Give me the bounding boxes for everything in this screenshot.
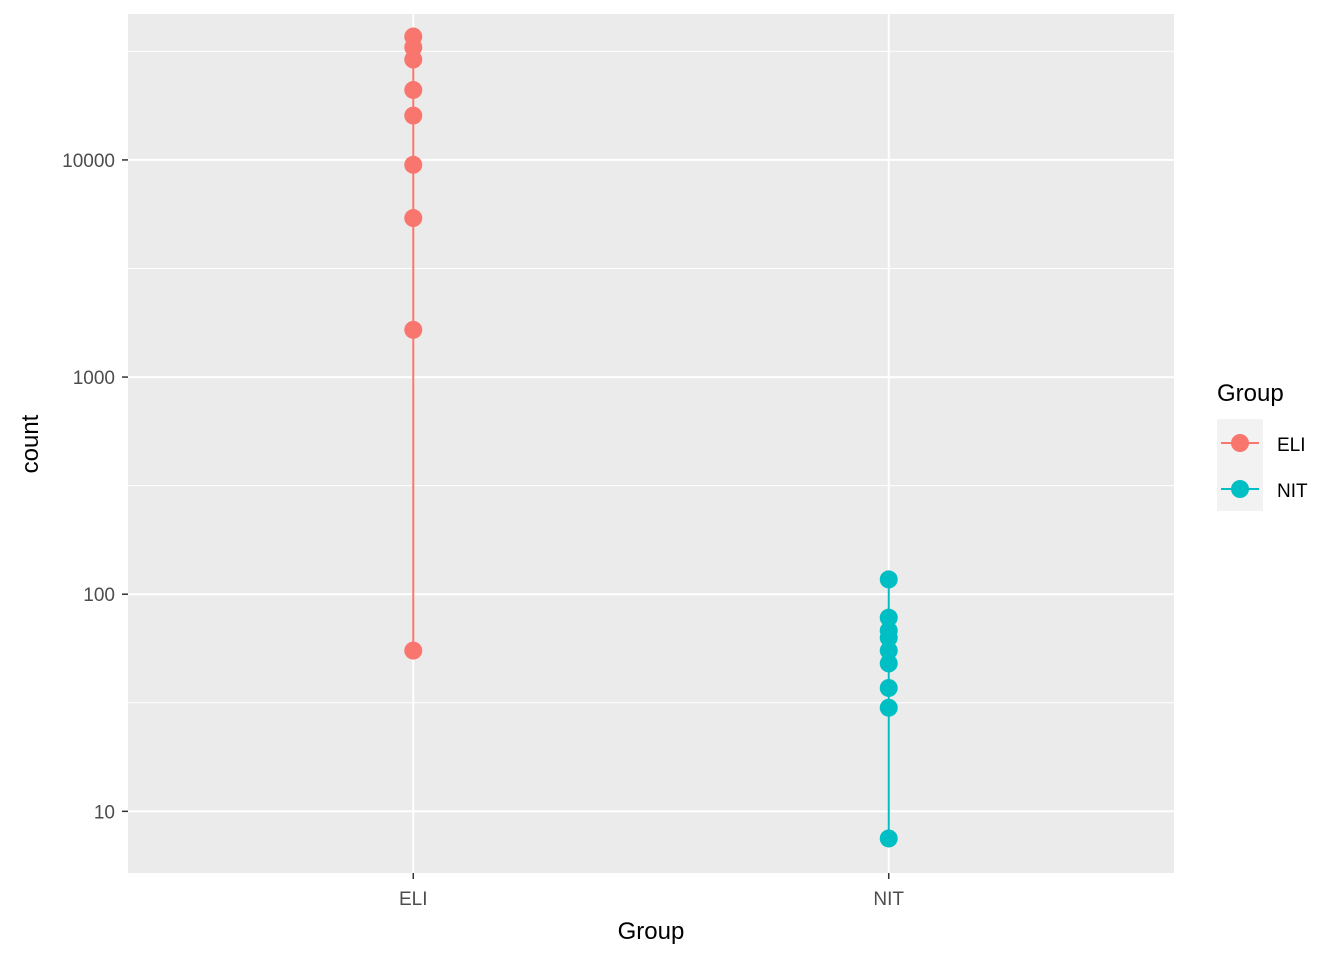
x-tick-label: NIT [873,889,904,910]
data-point-nit [879,570,898,589]
legend-key-point [1231,434,1249,452]
data-point-nit [879,654,898,673]
series-layer [404,27,898,848]
x-axis: ELI NIT [399,873,904,910]
legend-title: Group [1217,380,1284,407]
x-axis-title: Group [618,918,685,945]
legend-label-eli: ELI [1277,435,1306,456]
data-point-eli [404,80,423,99]
legend-key-point [1231,480,1249,498]
data-point-eli [404,27,423,46]
data-point-nit [879,641,898,660]
data-point-eli [404,209,423,228]
plot-panel [128,14,1174,873]
y-axis-title: count [17,414,44,473]
y-axis: 10 100 1000 10000 [62,151,128,823]
data-point-nit [879,621,898,640]
data-point-eli [404,155,423,174]
legend-keys [1221,434,1259,498]
y-tick-label: 100 [83,585,115,606]
legend-label-nit: NIT [1277,481,1308,502]
y-tick-label: 1000 [73,368,115,389]
data-point-eli [404,320,423,339]
data-point-nit [879,829,898,848]
data-point-nit [879,608,898,627]
legend: Group ELI NIT [1217,380,1308,511]
data-point-eli [404,641,423,660]
data-point-nit [879,698,898,717]
data-point-eli [404,106,423,125]
data-point-nit [879,678,898,697]
x-tick-label: ELI [399,889,428,910]
y-tick-label: 10000 [62,151,115,172]
grid-minor [128,50,1174,704]
y-tick-label: 10 [94,802,115,823]
